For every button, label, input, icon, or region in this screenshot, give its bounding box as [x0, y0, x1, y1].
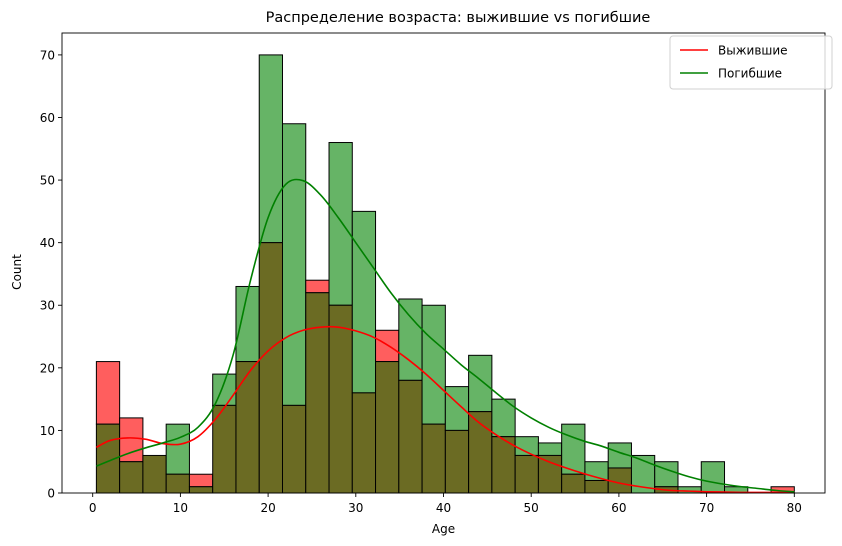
y-tick-label: 0: [47, 487, 55, 501]
histogram-bar-overlap: [375, 361, 400, 494]
histogram-bar: [165, 423, 190, 475]
y-tick-label: 70: [40, 48, 55, 62]
x-tick-label: 70: [699, 501, 714, 515]
x-tick-label: 20: [260, 501, 275, 515]
histogram-bar-overlap: [235, 361, 260, 494]
x-tick-label: 50: [524, 501, 539, 515]
histogram-bar: [235, 285, 260, 363]
histogram-bar: [421, 304, 446, 425]
x-tick-label: 80: [787, 501, 802, 515]
kde-line-survived: [96, 325, 795, 494]
legend-box: [669, 35, 833, 90]
legend-label-died: Погибшие: [718, 67, 782, 81]
histogram-bar: [561, 423, 586, 475]
histogram-bar: [188, 473, 214, 488]
histogram-bar: [468, 354, 493, 413]
histogram-bar: [700, 461, 726, 494]
kde-line-died: [96, 178, 795, 493]
histogram-bar-overlap: [165, 473, 190, 494]
x-tick-label: 60: [611, 501, 626, 515]
y-axis-label: Count: [10, 254, 24, 290]
histogram-bar: [375, 329, 400, 363]
histogram-bar: [258, 54, 283, 244]
y-tick-label: 60: [40, 111, 55, 125]
x-tick-label: 30: [348, 501, 363, 515]
x-axis-label: Age: [432, 522, 455, 536]
y-tick-label: 50: [40, 174, 55, 188]
y-tick-label: 30: [40, 299, 55, 313]
histogram-bar-overlap: [258, 242, 283, 494]
x-tick-label: 40: [436, 501, 451, 515]
histogram-bar-overlap: [281, 404, 307, 494]
histogram-bar: [537, 442, 563, 456]
chart-title: Распределение возраста: выжившие vs поги…: [266, 10, 651, 26]
axes-layer: 0 10 20 30 40 50 60 70 80 0 10 20 30 40 50 60 70: [40, 32, 826, 515]
bars-layer: [95, 54, 795, 494]
histogram-bar-overlap: [584, 479, 609, 494]
histogram-bar: [654, 461, 679, 488]
legend-label-survived: Выжившие: [718, 44, 788, 58]
histogram-bar: [444, 386, 470, 431]
histogram-bar-overlap: [351, 392, 377, 494]
y-tick-label: 40: [40, 236, 55, 250]
histogram-bar-overlap: [514, 454, 539, 494]
x-tick-label: 10: [173, 501, 188, 515]
histogram-bar: [328, 142, 353, 306]
histogram-bar-overlap: [328, 304, 353, 494]
kde-layer: [96, 178, 795, 494]
histogram-bar-overlap: [561, 473, 586, 494]
histogram-bar-overlap: [305, 292, 330, 494]
histogram-bar-overlap: [421, 423, 446, 494]
histogram-bar: [281, 123, 307, 406]
y-tick-label: 20: [40, 361, 55, 375]
y-tick-label: 10: [40, 424, 55, 438]
histogram-bar: [95, 361, 121, 425]
histogram-bar: [351, 210, 377, 394]
histogram-bar-overlap: [188, 486, 214, 494]
histogram-bar-overlap: [398, 379, 423, 494]
x-tick-label: 0: [89, 501, 97, 515]
histogram-bar-overlap: [119, 461, 144, 494]
legend: Выжившие Погибшие: [669, 35, 833, 90]
histogram-bar-overlap: [537, 454, 563, 494]
histogram-bar-overlap: [444, 429, 470, 494]
histogram-bar-overlap: [142, 454, 167, 494]
histogram-bar: [305, 279, 330, 294]
